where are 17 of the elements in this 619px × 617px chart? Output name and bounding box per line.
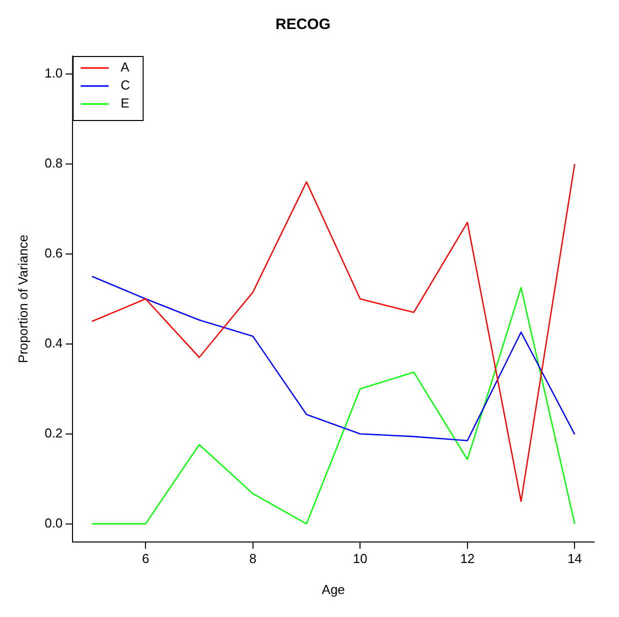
legend-label: E <box>120 96 130 111</box>
x-tick-label: 8 <box>249 551 256 566</box>
legend-label: A <box>120 60 130 75</box>
x-tick-label: 10 <box>352 551 368 566</box>
legend-label: C <box>120 78 130 93</box>
x-tick-label: 14 <box>567 551 582 566</box>
y-tick-label: 0.4 <box>44 335 63 350</box>
x-tick-label: 6 <box>142 551 150 566</box>
x-tick-label: 12 <box>460 551 475 566</box>
y-tick-label: 0.0 <box>44 515 63 530</box>
y-tick-label: 0.2 <box>44 425 63 440</box>
x-axis-title: Age <box>322 582 345 597</box>
y-axis-title: Proportion of Variance <box>15 234 30 364</box>
chart-title: RECOG <box>275 16 331 34</box>
y-tick-label: 1.0 <box>44 66 63 81</box>
y-tick-label: 0.8 <box>44 156 63 171</box>
y-tick-label: 0.6 <box>44 245 63 260</box>
